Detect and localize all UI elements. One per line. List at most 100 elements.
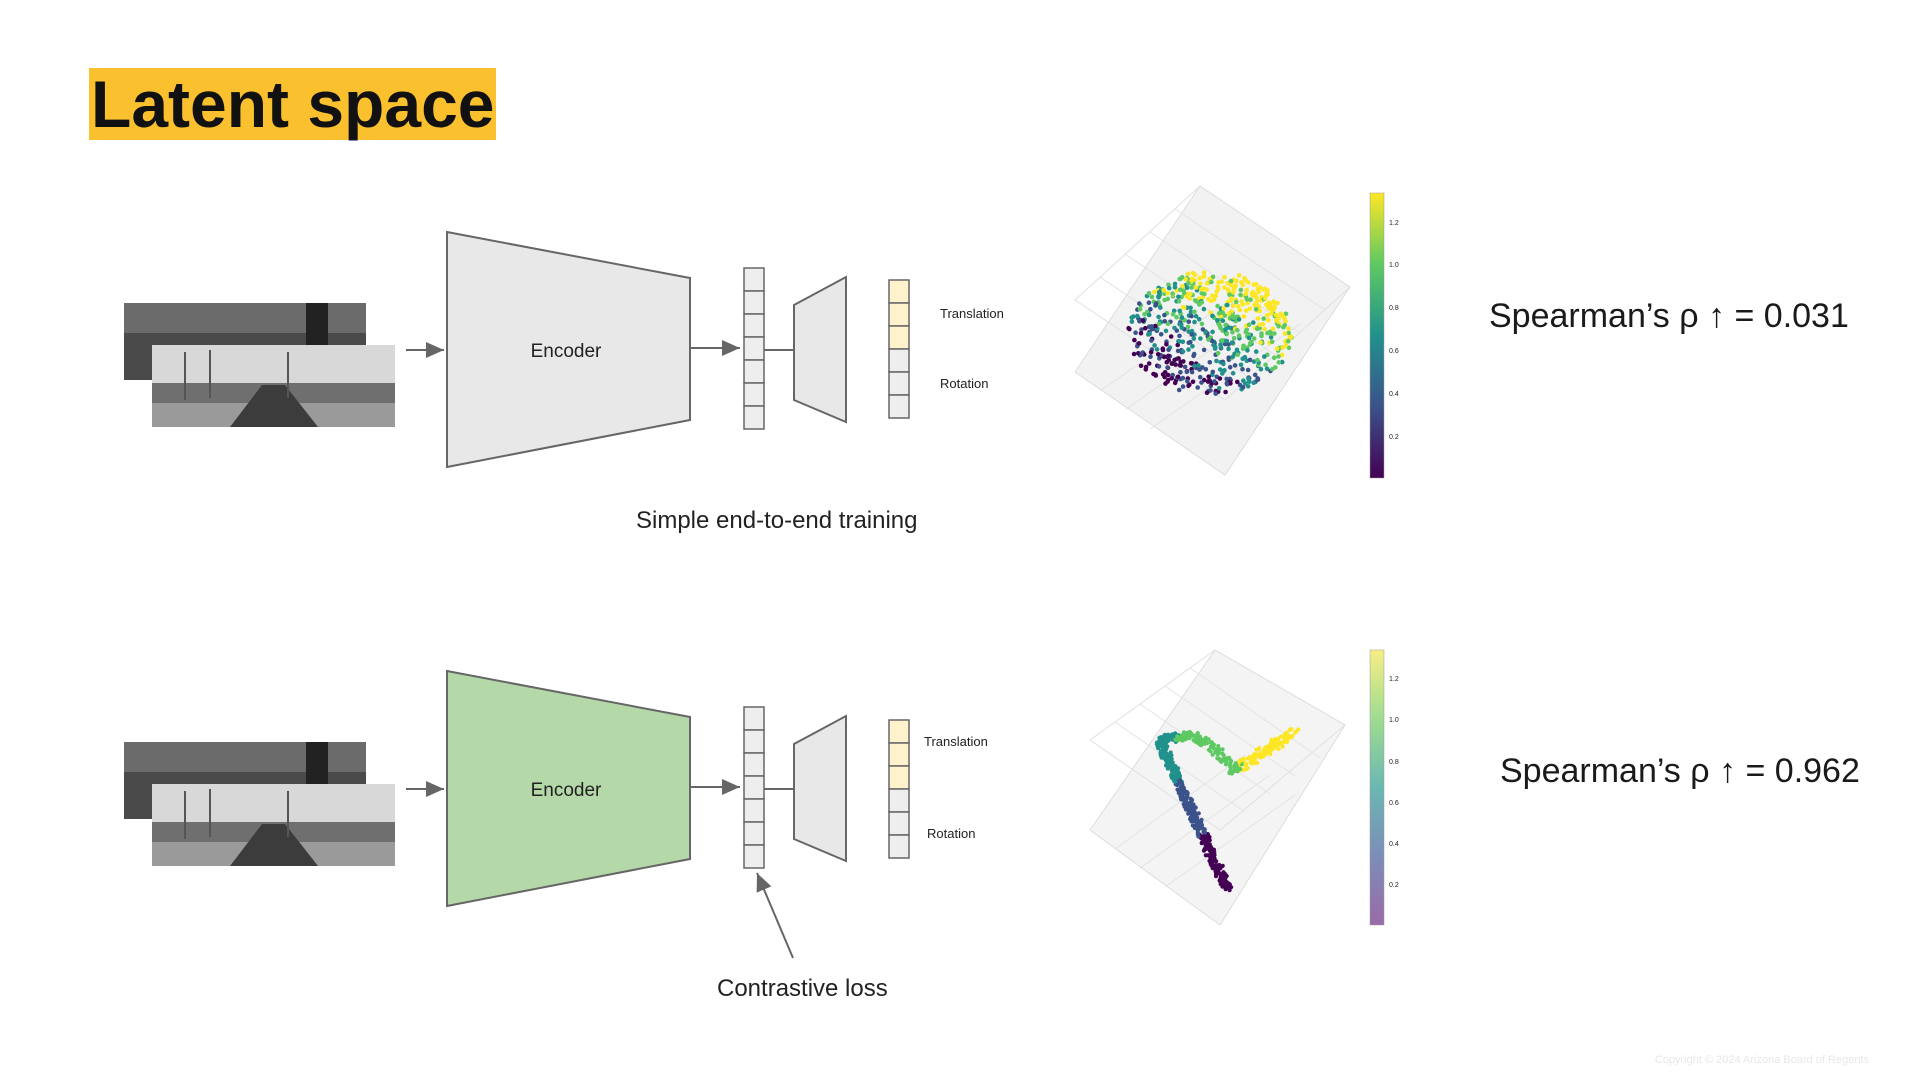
scatter-point <box>1166 738 1171 743</box>
scatter-point <box>1158 332 1164 337</box>
scatter-point <box>1259 331 1264 336</box>
scatter-point <box>1213 344 1218 350</box>
scatter-point <box>1162 374 1167 380</box>
scatter-point <box>1146 312 1152 318</box>
scatter-point <box>1204 281 1210 286</box>
scatter-point <box>1166 285 1172 291</box>
scatter-point <box>1209 279 1214 285</box>
colorbar-1 <box>1369 192 1385 479</box>
scatter-point <box>1198 739 1203 744</box>
scatter-point <box>1192 298 1198 303</box>
scatter-point <box>1240 385 1246 390</box>
scatter-point <box>1213 749 1218 755</box>
scatter-point <box>1272 331 1277 336</box>
scatter-point <box>1191 804 1196 809</box>
scatter-point <box>1210 313 1215 319</box>
translation-label-1: Translation <box>940 306 1004 321</box>
pose-output-2 <box>888 719 910 859</box>
scatter-point <box>1162 312 1167 318</box>
scatter-point <box>1190 343 1195 349</box>
scatter-point <box>1260 321 1266 327</box>
scatter-point <box>1170 311 1176 317</box>
scatter-point <box>1246 322 1252 328</box>
scatter-point <box>1197 374 1203 380</box>
latent-vector-1 <box>743 267 765 430</box>
scatter-point <box>1198 336 1203 341</box>
scatter-point <box>1156 364 1162 369</box>
scatter-point <box>1217 747 1222 752</box>
latent-scatter-plot-1 <box>1074 185 1351 476</box>
scatter-point <box>1202 273 1207 279</box>
scatter-point <box>1271 746 1276 751</box>
scatter-point <box>1184 294 1189 299</box>
scatter-point <box>1252 372 1258 378</box>
scatter-point <box>1162 319 1168 324</box>
scatter-point <box>1177 321 1182 327</box>
scatter-point <box>1196 363 1201 368</box>
scatter-point <box>1220 318 1226 324</box>
scatter-point <box>1186 329 1191 334</box>
scatter-point <box>1235 379 1240 385</box>
scatter-point <box>1269 339 1275 345</box>
scatter-point <box>1174 314 1179 320</box>
scatter-point <box>1156 294 1161 299</box>
scatter-point <box>1263 362 1268 368</box>
scatter-point <box>1192 272 1198 278</box>
scatter-point <box>1222 285 1227 290</box>
scatter-point <box>1223 389 1228 395</box>
scatter-point <box>1189 797 1194 803</box>
scatter-point <box>1196 822 1201 827</box>
scatter-point <box>1213 391 1218 396</box>
scatter-point <box>1189 276 1195 282</box>
scatter-point <box>1195 385 1200 390</box>
scatter-point <box>1217 871 1222 876</box>
scatter-point <box>1146 290 1152 296</box>
scatter-point <box>1206 747 1212 753</box>
scatter-point <box>1199 380 1204 385</box>
scatter-point <box>1175 374 1181 380</box>
scatter-point <box>1205 844 1210 849</box>
scatter-point <box>1140 318 1146 323</box>
scatter-point <box>1149 324 1154 329</box>
scatter-point <box>1169 361 1175 367</box>
scatter-point <box>1189 369 1195 375</box>
input-image-stack-1 <box>124 303 395 427</box>
scatter-point <box>1188 291 1193 297</box>
scatter-point <box>1233 761 1238 766</box>
scatter-point <box>1158 749 1163 755</box>
scatter-point <box>1168 334 1174 339</box>
scatter-point <box>1160 347 1166 353</box>
scatter-point <box>1200 327 1206 332</box>
scatter-point <box>1183 276 1188 282</box>
scatter-point <box>1280 744 1285 749</box>
scatter-point <box>1228 758 1234 763</box>
scatter-point <box>1272 300 1277 306</box>
scatter-point <box>1262 750 1267 755</box>
scatter-point <box>1138 330 1144 336</box>
scatter-point <box>1210 329 1215 335</box>
scatter-point <box>1222 872 1227 878</box>
scatter-point <box>1247 306 1253 311</box>
scatter-point <box>1143 325 1148 331</box>
scatter-point <box>1177 773 1183 779</box>
scatter-point <box>1254 747 1259 752</box>
scatter-point <box>1196 834 1201 839</box>
scatter-point <box>1210 274 1216 280</box>
scatter-point <box>1170 764 1176 770</box>
scatter-point <box>1186 811 1191 816</box>
scatter-point <box>1241 756 1246 761</box>
scatter-point <box>1221 306 1226 311</box>
scatter-point <box>1209 293 1215 299</box>
scatter-point <box>1201 347 1207 353</box>
encoder-label-1: Encoder <box>531 341 602 362</box>
scatter-point <box>1227 365 1233 370</box>
scatter-point <box>1238 292 1243 298</box>
scatter-point <box>1135 313 1140 319</box>
scatter-point <box>1238 767 1243 772</box>
scatter-point <box>1279 359 1285 365</box>
scatter-point <box>1173 362 1178 367</box>
scatter-point <box>1185 271 1191 277</box>
scatter-point <box>1146 361 1152 366</box>
scatter-point <box>1162 291 1167 297</box>
